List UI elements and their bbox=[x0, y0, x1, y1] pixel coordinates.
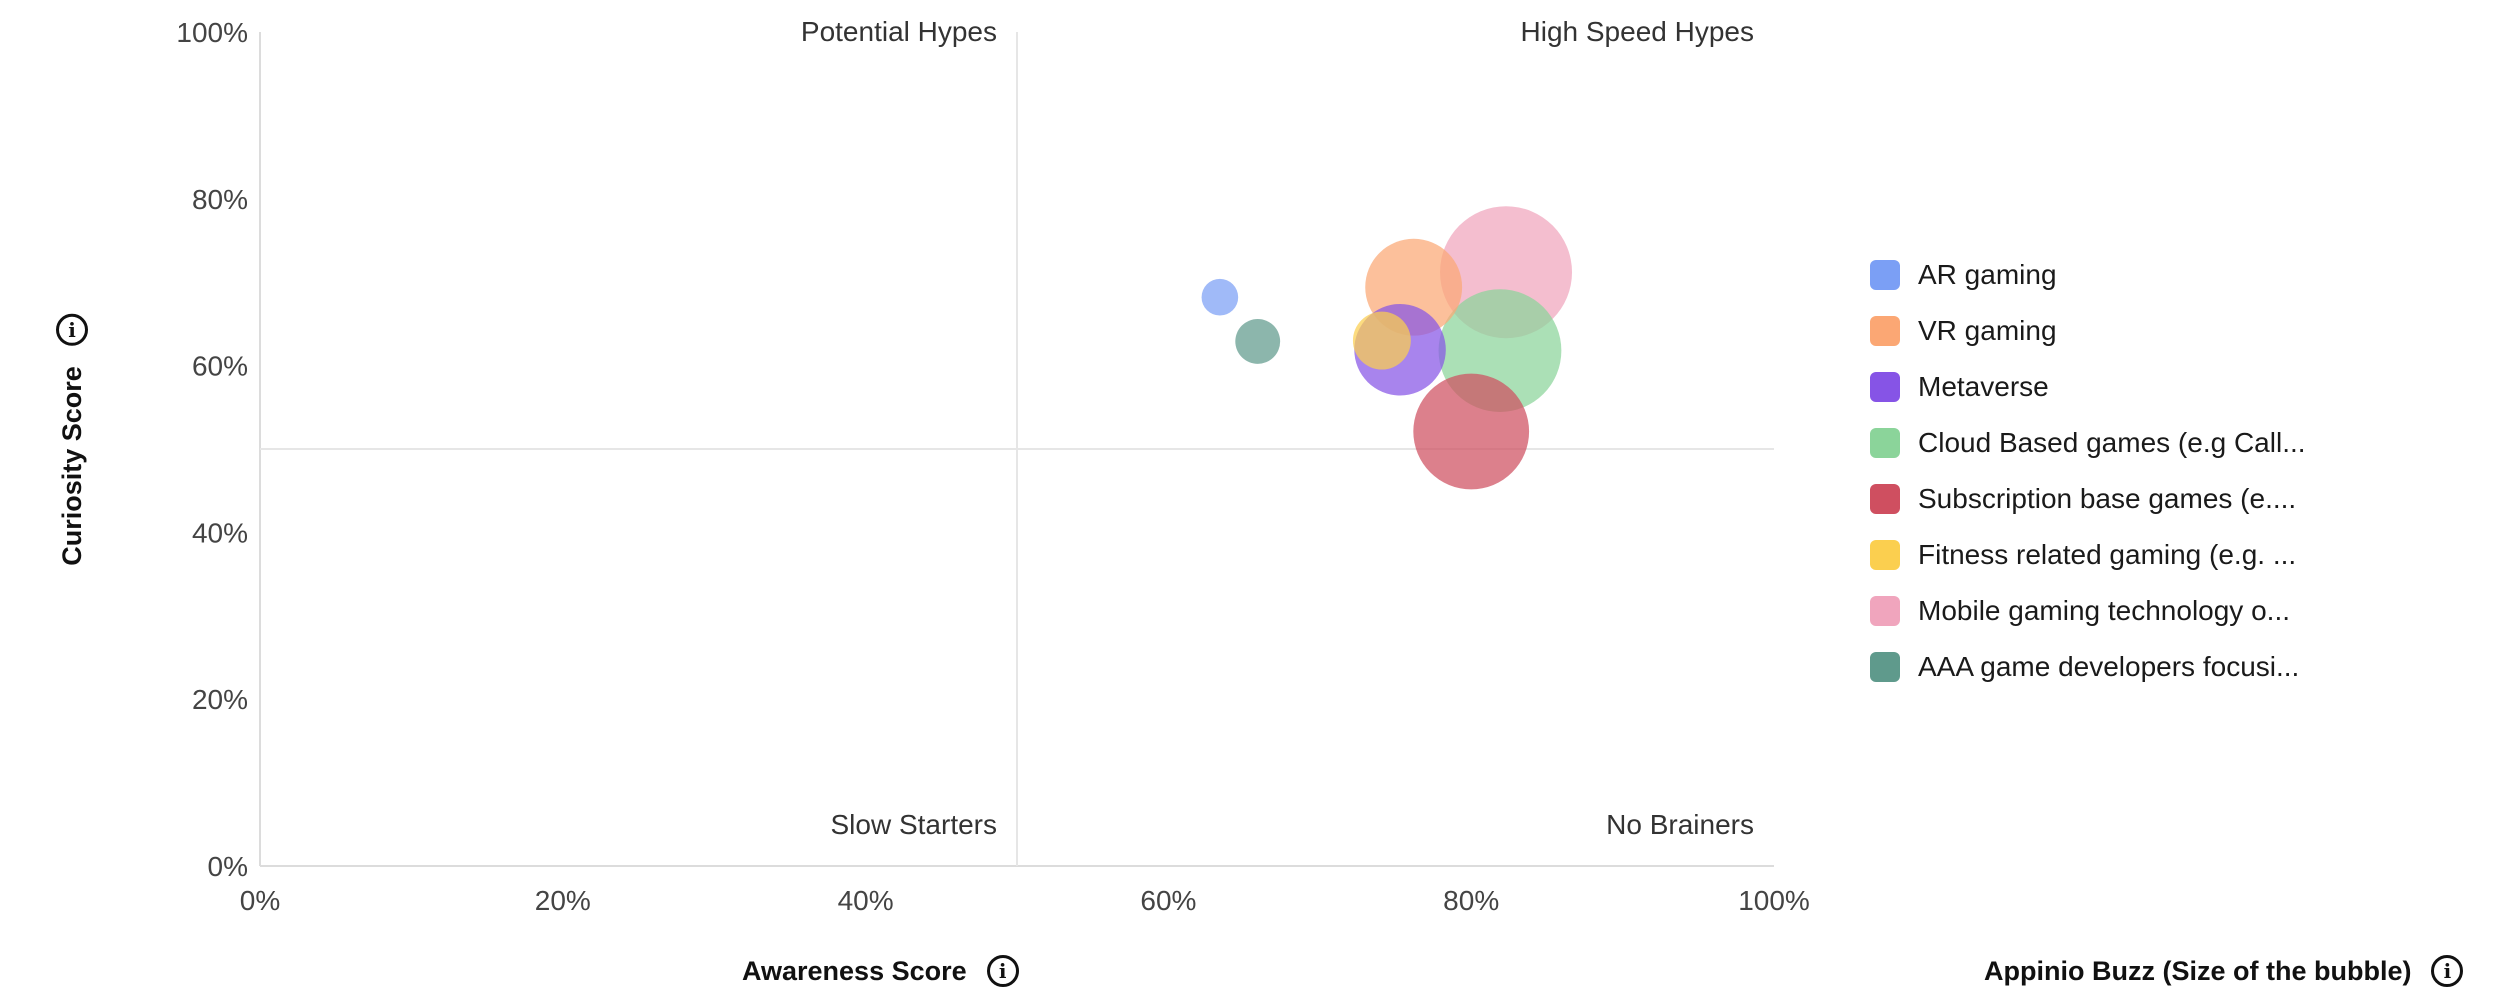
bubble-point[interactable] bbox=[1413, 373, 1530, 490]
bubble-size-label: Appinio Buzz (Size of the bubble) bbox=[1984, 955, 2412, 986]
bubble-size-title: Appinio Buzz (Size of the bubble) i bbox=[1984, 955, 2464, 987]
legend-item[interactable]: AAA game developers focusi... bbox=[1870, 639, 2390, 695]
axes-layer: 0% 20% 40% 60% 80% 100% 0% 20% 40% 60% 80% 100% Pote… bbox=[176, 16, 1809, 916]
legend-label: Cloud Based games (e.g Call... bbox=[1918, 427, 2306, 458]
y-tick-label: 0% bbox=[208, 851, 248, 882]
bubble-point[interactable] bbox=[1235, 318, 1281, 364]
y-tick-label: 20% bbox=[192, 684, 248, 715]
legend-label: AR gaming bbox=[1918, 259, 2057, 290]
x-tick-label: 0% bbox=[240, 885, 280, 916]
x-tick-label: 60% bbox=[1140, 885, 1196, 916]
legend-swatch bbox=[1870, 428, 1900, 458]
y-tick-label: 80% bbox=[192, 184, 248, 215]
quadrant-label-bottom-right: No Brainers bbox=[1606, 809, 1754, 840]
legend-label: Fitness related gaming (e.g. ... bbox=[1918, 539, 2297, 570]
bubble-point[interactable] bbox=[1352, 311, 1411, 370]
legend-swatch bbox=[1870, 316, 1900, 346]
y-tick-label: 60% bbox=[192, 351, 248, 382]
legend-label: Subscription base games (e.... bbox=[1918, 483, 2297, 514]
legend-swatch bbox=[1870, 596, 1900, 626]
quadrant-label-bottom-left: Slow Starters bbox=[831, 809, 998, 840]
legend-item[interactable]: AR gaming bbox=[1870, 247, 2390, 303]
x-tick-label: 80% bbox=[1443, 885, 1499, 916]
buzz-info-icon[interactable]: i bbox=[2431, 955, 2464, 987]
quadrant-label-top-left: Potential Hypes bbox=[801, 16, 997, 47]
legend-label: AAA game developers focusi... bbox=[1918, 651, 2300, 682]
legend-item[interactable]: Mobile gaming technology o... bbox=[1870, 583, 2390, 639]
x-axis-label: Awareness Score bbox=[742, 955, 967, 986]
bubble-point[interactable] bbox=[1201, 278, 1239, 316]
y-tick-label: 100% bbox=[176, 17, 248, 48]
legend-label: Mobile gaming technology o... bbox=[1918, 595, 2290, 626]
legend-label: Metaverse bbox=[1918, 371, 2049, 402]
bubbles-layer bbox=[1201, 206, 1573, 490]
awareness-info-icon[interactable]: i bbox=[986, 955, 1019, 987]
quadrant-label-top-right: High Speed Hypes bbox=[1521, 16, 1754, 47]
legend-item[interactable]: Cloud Based games (e.g Call... bbox=[1870, 415, 2390, 471]
y-tick-label: 40% bbox=[192, 517, 248, 548]
legend-swatch bbox=[1870, 372, 1900, 402]
legend-swatch bbox=[1870, 260, 1900, 290]
y-axis-label: Curiosity Score bbox=[56, 366, 87, 566]
legend: AR gaming VR gaming Metaverse Cloud Based g… bbox=[1870, 247, 2390, 695]
legend-swatch bbox=[1870, 652, 1900, 682]
legend-item[interactable]: VR gaming bbox=[1870, 303, 2390, 359]
legend-item[interactable]: Subscription base games (e.... bbox=[1870, 471, 2390, 527]
legend-label: VR gaming bbox=[1918, 315, 2057, 346]
curiosity-info-icon[interactable]: i bbox=[56, 314, 88, 347]
legend-item[interactable]: Fitness related gaming (e.g. ... bbox=[1870, 527, 2390, 583]
x-tick-label: 100% bbox=[1738, 885, 1810, 916]
x-axis-title: Awareness Score i bbox=[742, 955, 1019, 987]
legend-item[interactable]: Metaverse bbox=[1870, 359, 2390, 415]
legend-swatch bbox=[1870, 540, 1900, 570]
x-tick-label: 40% bbox=[838, 885, 894, 916]
legend-swatch bbox=[1870, 484, 1900, 514]
x-tick-label: 20% bbox=[535, 885, 591, 916]
